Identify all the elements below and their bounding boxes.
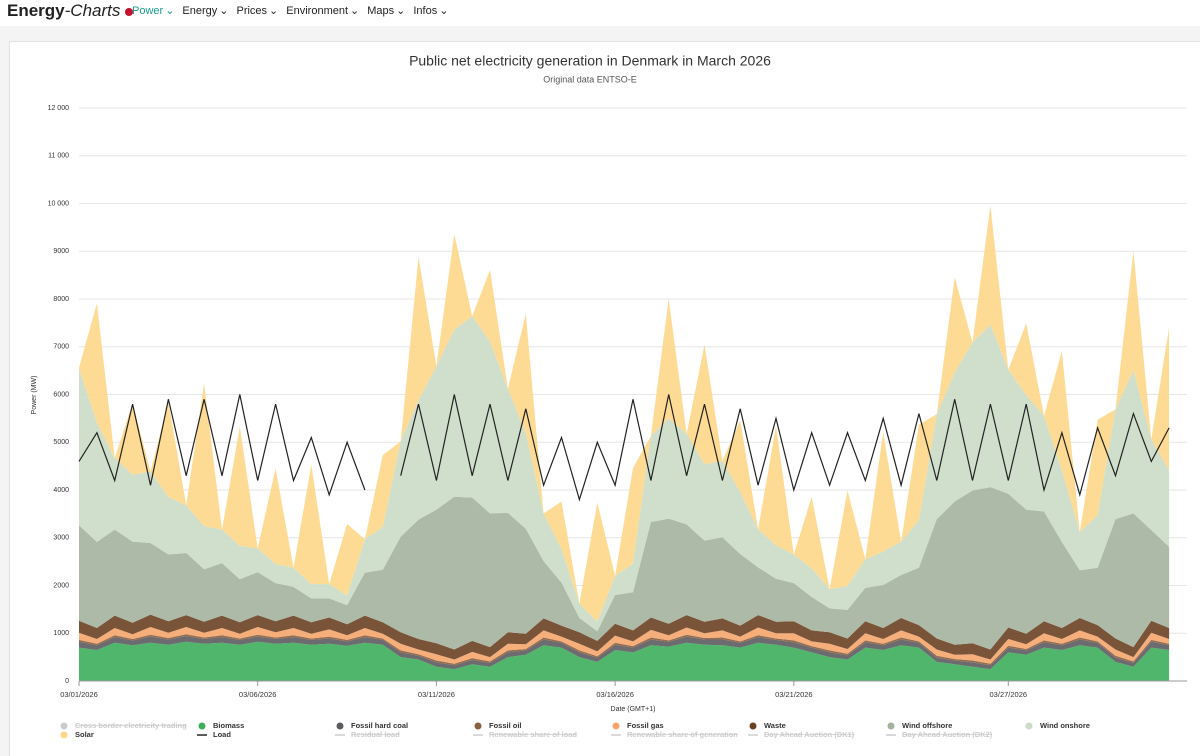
x-tick-label: 03/01/2026 xyxy=(60,690,98,699)
legend-item[interactable]: Cross border electricity trading xyxy=(60,721,188,730)
logo-text: -Charts xyxy=(64,1,121,20)
x-tick-label: 03/21/2026 xyxy=(775,690,813,699)
caret: ⌄ xyxy=(219,5,229,17)
caret: ⌄ xyxy=(396,5,406,17)
legend-item[interactable]: Day Ahead Auction (DK1) xyxy=(748,730,855,739)
legend-label: Wind onshore xyxy=(1040,721,1090,730)
area xyxy=(79,627,1170,664)
legend-label: Fossil hard coal xyxy=(351,721,408,730)
menu-label: Power xyxy=(132,5,164,17)
y-tick-label: 9000 xyxy=(53,248,69,255)
legend-item[interactable]: Fossil hard coal xyxy=(336,721,409,730)
legend-symbol xyxy=(474,722,482,730)
y-axis-title: Power (MW) xyxy=(31,376,38,415)
legend-label: Renewable share of generation xyxy=(627,730,738,739)
legend-item[interactable]: Renewable share of generation xyxy=(611,730,738,739)
legend-item[interactable]: Wind offshore xyxy=(887,721,953,730)
legend-symbol xyxy=(60,731,68,739)
legend-label: Load xyxy=(213,730,231,739)
x-tick-label: 03/11/2026 xyxy=(418,690,455,699)
caret: ⌄ xyxy=(269,5,279,17)
legend-symbol xyxy=(336,722,344,730)
legend-item[interactable]: Waste xyxy=(749,721,786,730)
legend-item[interactable]: Residual load xyxy=(335,730,400,739)
menu-item[interactable]: Environment ⌄ xyxy=(286,4,359,17)
legend-item[interactable]: Fossil gas xyxy=(612,721,664,730)
logo[interactable]: Energy-Charts xyxy=(7,1,134,21)
legend-label: Day Ahead Auction (DK1) xyxy=(764,730,855,739)
y-tick-label: 4000 xyxy=(53,487,69,494)
legend-item[interactable]: Biomass xyxy=(198,721,245,730)
legend-label: Biomass xyxy=(213,721,244,730)
x-tick-label: 03/27/2026 xyxy=(990,690,1028,699)
legend-label: Day Ahead Auction (DK2) xyxy=(902,730,993,739)
y-tick-label: 7000 xyxy=(53,344,69,351)
area xyxy=(79,614,1170,660)
y-tick-label: 11 000 xyxy=(48,153,69,160)
legend-label: Renewable share of load xyxy=(489,730,577,739)
legend-item[interactable]: Load xyxy=(197,730,231,739)
legend-symbol xyxy=(198,722,206,730)
legend-item[interactable]: Renewable share of load xyxy=(473,730,577,739)
legend-label: Cross border electricity trading xyxy=(75,721,187,730)
legend-item[interactable]: Fossil oil xyxy=(474,721,522,730)
menu-item[interactable]: Power ⌄ xyxy=(132,4,174,17)
logo-text: Energy xyxy=(7,1,65,20)
x-tick-label: 03/06/2026 xyxy=(239,690,277,699)
menu-label: Prices xyxy=(236,5,268,17)
legend-item[interactable]: Wind onshore xyxy=(1025,721,1090,730)
chart-title: Public net electricity generation in Den… xyxy=(409,53,771,69)
area xyxy=(79,316,1170,632)
legend-symbol xyxy=(887,722,895,730)
legend-symbol xyxy=(612,722,620,730)
y-tick-label: 8000 xyxy=(53,296,69,303)
y-tick-label: 5000 xyxy=(53,439,69,446)
y-tick-label: 6000 xyxy=(53,391,69,398)
y-tick-label: 3000 xyxy=(53,535,69,542)
x-axis-title: Date (GMT+1) xyxy=(611,706,656,713)
menu-label: Maps xyxy=(367,5,395,17)
line xyxy=(78,394,1170,502)
legend-label: Fossil oil xyxy=(489,721,522,730)
y-tick-label: 2000 xyxy=(53,582,69,589)
legend-symbol xyxy=(1025,722,1033,730)
legend-item[interactable]: Solar xyxy=(60,730,94,739)
legend-symbol xyxy=(60,722,68,730)
menu-item[interactable]: Maps ⌄ xyxy=(367,4,405,17)
navbar: Energy-Charts Power ⌄ Energy ⌄ Prices ⌄ Enviro… xyxy=(0,0,1200,26)
y-tick-label: 10 000 xyxy=(48,200,70,207)
chart-subtitle: Original data ENTSO-E xyxy=(543,74,637,84)
legend-label: Residual load xyxy=(351,730,400,739)
caret: ⌄ xyxy=(165,5,175,17)
y-tick-label: 0 xyxy=(65,678,69,685)
caret: ⌄ xyxy=(350,5,360,17)
area xyxy=(79,641,1170,681)
area xyxy=(79,205,1170,622)
caret: ⌄ xyxy=(439,5,449,17)
legend-label: Waste xyxy=(764,721,786,730)
area xyxy=(79,487,1170,650)
x-tick-label: 03/16/2026 xyxy=(596,690,634,699)
legend-symbol xyxy=(749,722,757,730)
legend-label: Fossil gas xyxy=(627,721,664,730)
flag-icon xyxy=(125,7,134,16)
menu-label: Infos xyxy=(413,5,438,17)
menu-item[interactable]: Prices ⌄ xyxy=(236,4,278,17)
legend-label: Solar xyxy=(75,730,94,739)
legend-label: Wind offshore xyxy=(902,721,952,730)
menu-label: Energy xyxy=(182,5,218,17)
menu-item[interactable]: Infos ⌄ xyxy=(413,4,448,17)
menu-item[interactable]: Energy ⌄ xyxy=(182,4,228,17)
legend-item[interactable]: Day Ahead Auction (DK2) xyxy=(886,730,993,739)
y-tick-label: 1000 xyxy=(53,630,69,637)
plot xyxy=(78,205,1170,681)
menu-label: Environment xyxy=(286,5,349,17)
y-tick-label: 12 000 xyxy=(48,105,70,112)
area xyxy=(79,636,1170,670)
